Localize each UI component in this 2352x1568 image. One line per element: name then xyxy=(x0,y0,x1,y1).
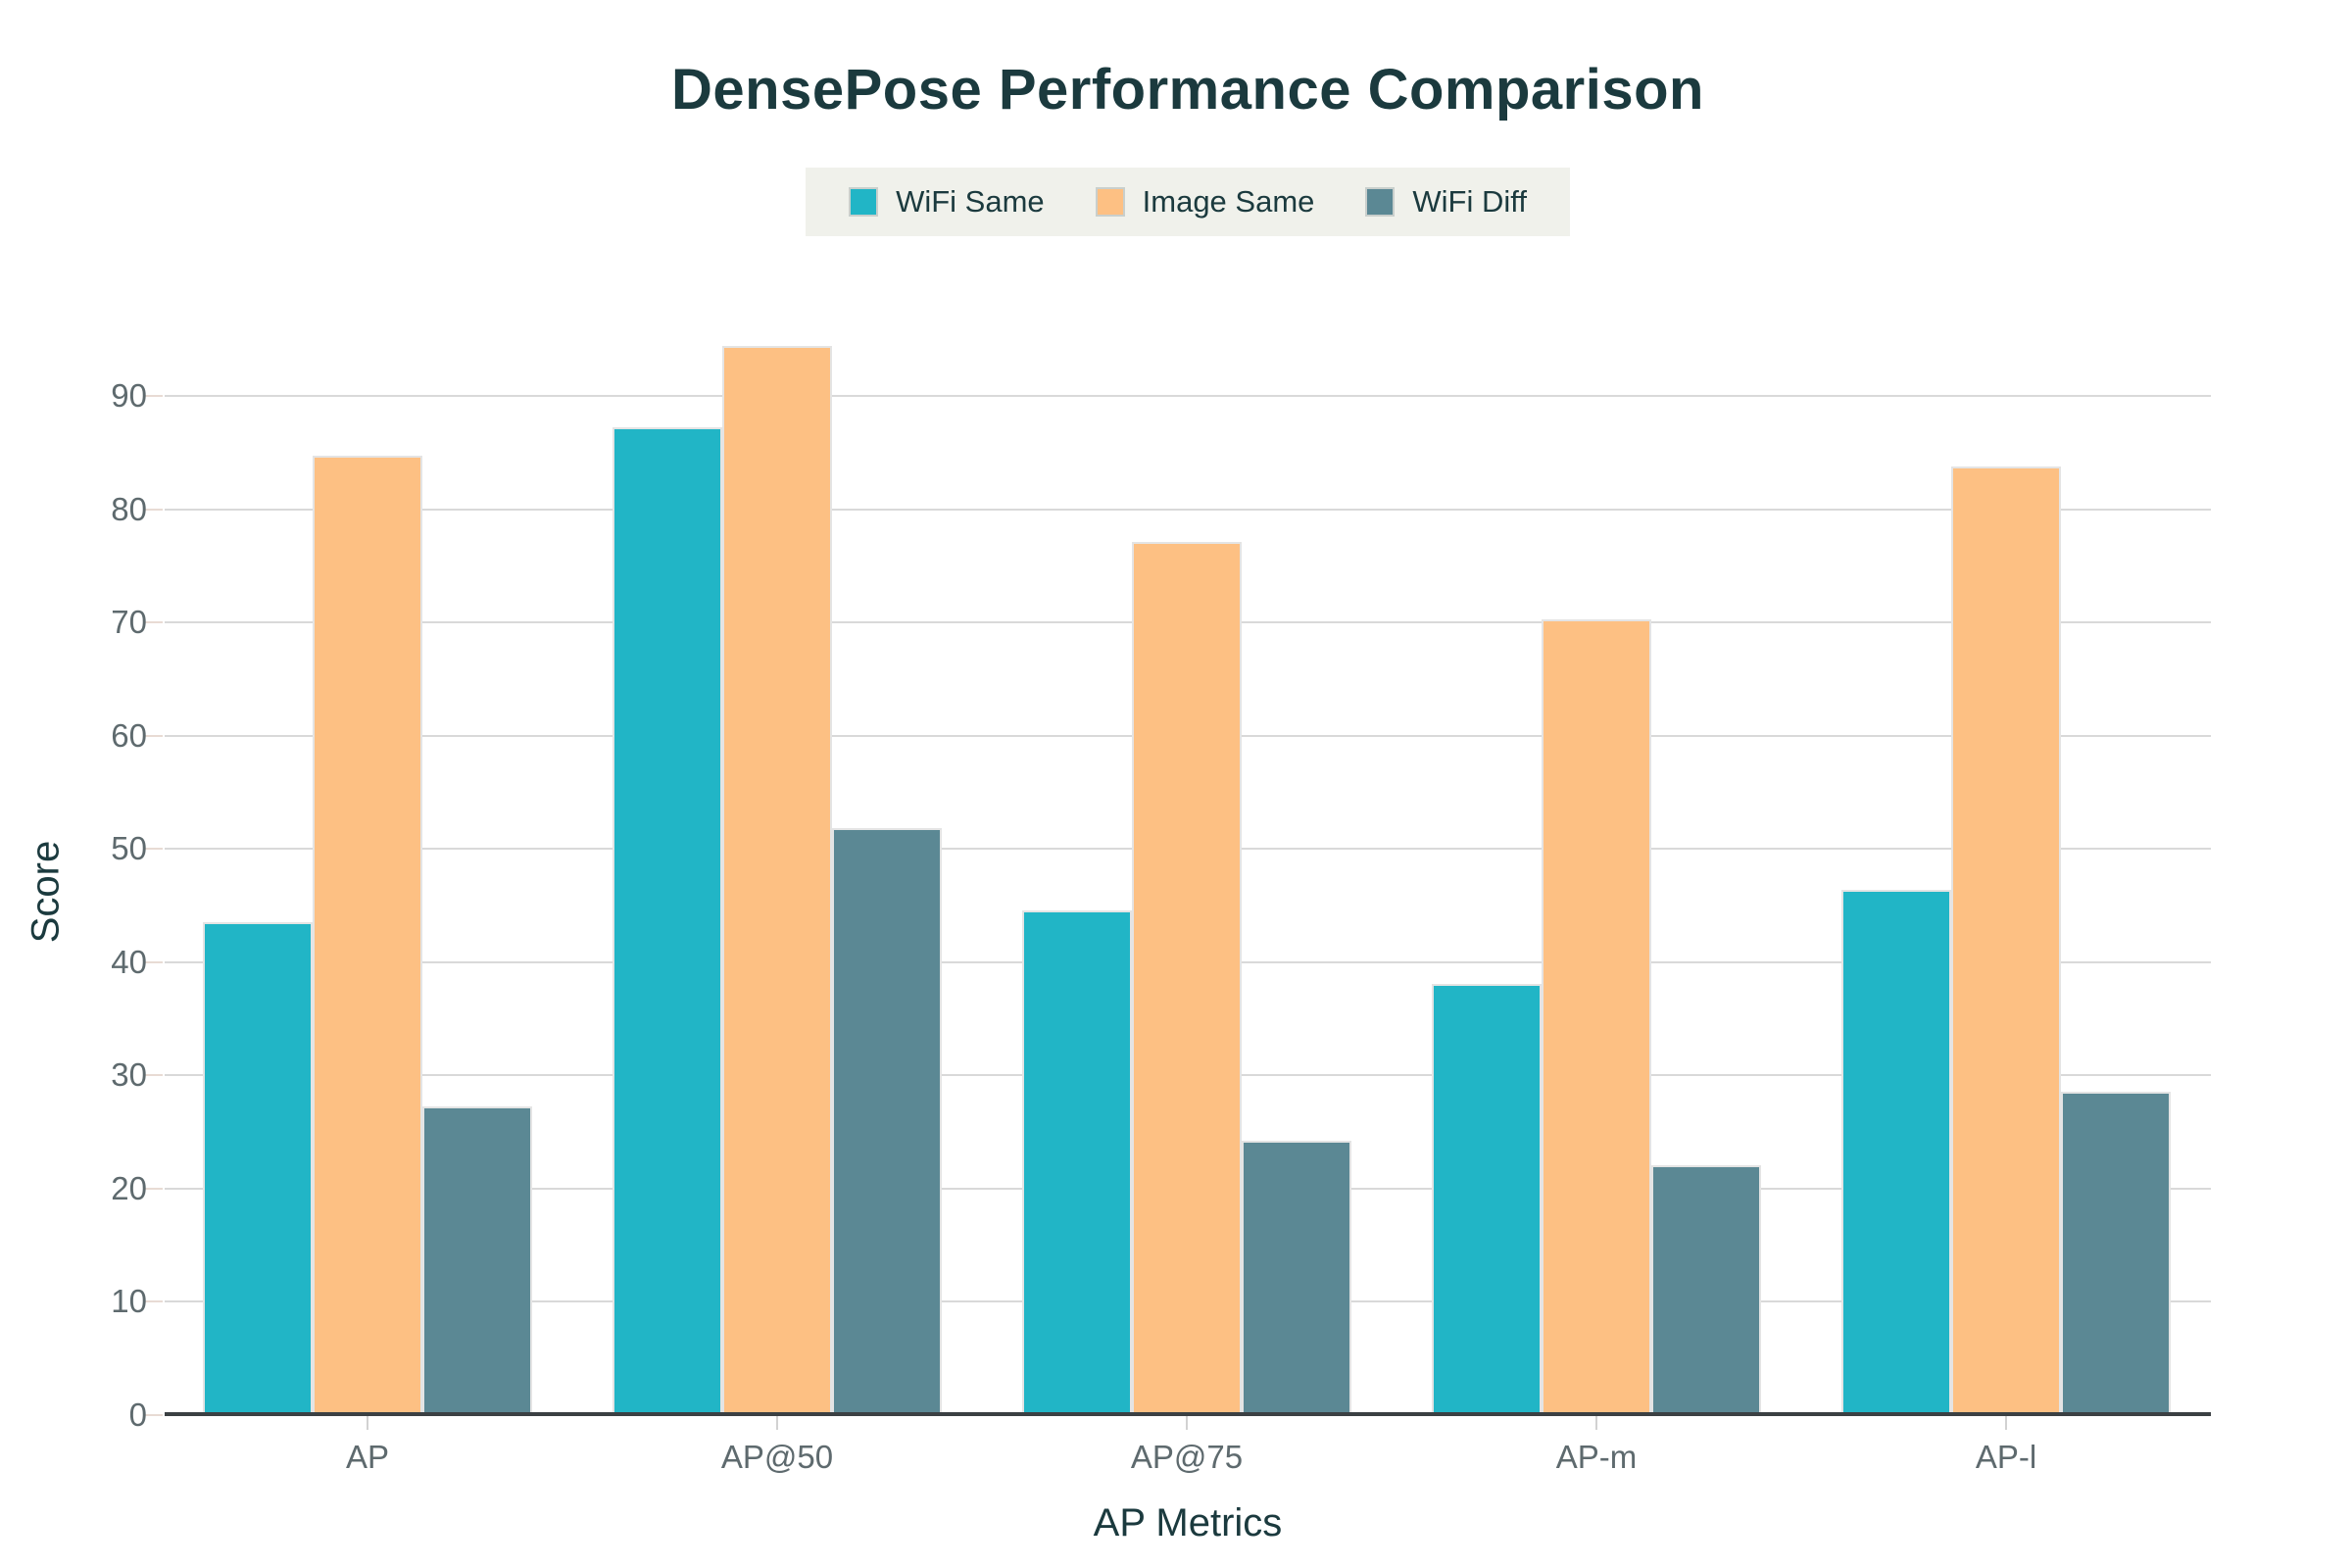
legend-label: Image Same xyxy=(1142,184,1315,219)
y-tick-label: 70 xyxy=(111,604,147,641)
x-tick-mark xyxy=(1186,1416,1188,1430)
y-tick-mark xyxy=(143,1414,163,1416)
bar[interactable] xyxy=(612,427,722,1415)
y-tick-mark xyxy=(143,1074,163,1077)
legend: WiFi Same Image Same WiFi Diff xyxy=(806,168,1570,236)
y-tick-mark xyxy=(143,621,163,624)
bar[interactable] xyxy=(1242,1141,1351,1415)
y-tick-mark xyxy=(143,1187,163,1190)
x-tick-mark xyxy=(2005,1416,2007,1430)
y-tick-label: 0 xyxy=(128,1396,147,1433)
y-tick-label: 80 xyxy=(111,490,147,527)
bar[interactable] xyxy=(422,1105,532,1415)
bar[interactable] xyxy=(1432,983,1542,1415)
legend-swatch-icon xyxy=(849,187,879,217)
chart-title: DensePose Performance Comparison xyxy=(671,58,1704,122)
legend-wrap: WiFi Same Image Same WiFi Diff xyxy=(165,168,2211,236)
y-tick-mark xyxy=(143,848,163,851)
y-tick-label: 50 xyxy=(111,830,147,867)
y-tick-mark xyxy=(143,960,163,963)
gridline xyxy=(165,508,2211,511)
bar[interactable] xyxy=(1542,618,1651,1415)
x-axis-title: AP Metrics xyxy=(1093,1501,1283,1544)
bar[interactable] xyxy=(1022,909,1132,1415)
y-axis-title: Score xyxy=(24,840,68,944)
gridline xyxy=(165,394,2211,397)
y-tick-label: 40 xyxy=(111,943,147,980)
x-tick-label: AP@50 xyxy=(720,1439,834,1475)
y-tick-mark xyxy=(143,394,163,397)
y-tick-mark xyxy=(143,508,163,511)
x-axis-line xyxy=(165,1412,2211,1416)
legend-swatch-icon xyxy=(1095,187,1125,217)
x-tick-mark xyxy=(1595,1416,1597,1430)
bar[interactable] xyxy=(832,828,942,1415)
bar[interactable] xyxy=(313,456,422,1415)
bar[interactable] xyxy=(203,922,313,1415)
legend-item[interactable]: Image Same xyxy=(1095,184,1315,220)
x-tick-label: AP xyxy=(345,1439,390,1475)
bar[interactable] xyxy=(1951,466,2061,1415)
x-tick-label: AP-l xyxy=(1975,1439,2037,1475)
y-tick-label: 90 xyxy=(111,376,147,414)
bar[interactable] xyxy=(722,346,832,1415)
legend-label: WiFi Diff xyxy=(1412,184,1527,219)
y-tick-label: 10 xyxy=(111,1283,147,1320)
legend-label: WiFi Same xyxy=(896,184,1045,219)
x-tick-label: AP@75 xyxy=(1130,1439,1244,1475)
x-tick-mark xyxy=(367,1416,368,1430)
y-tick-label: 20 xyxy=(111,1169,147,1206)
y-tick-label: 60 xyxy=(111,716,147,754)
x-tick-mark xyxy=(776,1416,778,1430)
y-tick-mark xyxy=(143,1300,163,1303)
y-tick-mark xyxy=(143,734,163,737)
x-tick-label: AP-m xyxy=(1555,1439,1638,1475)
bar[interactable] xyxy=(1651,1164,1761,1415)
legend-item[interactable]: WiFi Same xyxy=(849,184,1045,220)
y-tick-label: 30 xyxy=(111,1056,147,1094)
bar[interactable] xyxy=(2061,1091,2171,1415)
legend-item[interactable]: WiFi Diff xyxy=(1365,184,1527,220)
bar[interactable] xyxy=(1132,542,1242,1415)
legend-swatch-icon xyxy=(1365,187,1396,217)
bar[interactable] xyxy=(1841,889,1951,1415)
